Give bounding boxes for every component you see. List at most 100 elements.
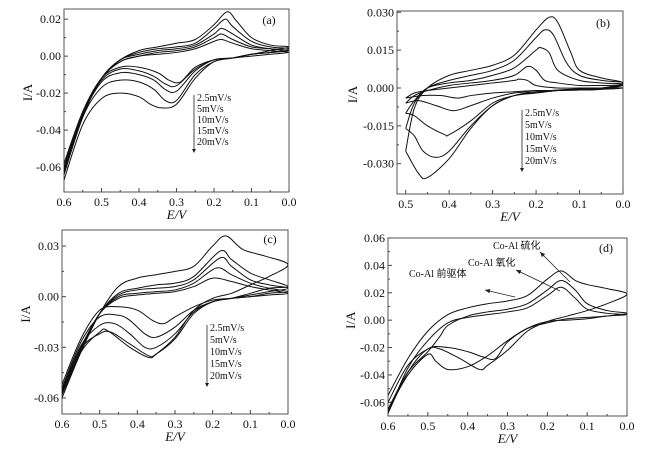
cv-curve-20mV-s [62, 235, 288, 399]
x-tick-label: 0.4 [132, 195, 147, 209]
legend-item: 20mV/s [525, 156, 557, 167]
legend-item: 20mV/s [197, 137, 229, 148]
x-tick-label: 0.3 [168, 417, 183, 431]
cv-curve-Co-Al- [388, 270, 627, 403]
cv-curve-10mV-s [405, 46, 623, 137]
y-tick-label: 0.015 [367, 43, 394, 57]
y-tick-label: 0.06 [364, 231, 385, 245]
y-tick-label: 0.00 [40, 49, 61, 63]
cv-curve-5mV-s [64, 33, 289, 170]
series-annotation: Co-Al 氧化 [468, 256, 516, 269]
x-tick-label: 0.4 [442, 197, 457, 211]
legend-item: 2.5mV/s [210, 323, 244, 334]
legend-item: 10mV/s [197, 115, 229, 126]
x-tick-label: 0.0 [616, 197, 631, 211]
x-tick-label: 0.6 [57, 195, 72, 209]
cv-curve-Co-Al- [388, 279, 627, 411]
annotation-arrow [484, 289, 516, 298]
x-tick-label: 0.1 [243, 417, 258, 431]
y-tick-label: 0.03 [38, 239, 59, 253]
legend-item: 2.5mV/s [197, 93, 231, 104]
y-tick-label: -0.015 [363, 119, 394, 133]
y-tick-label: 0.00 [364, 313, 385, 327]
x-tick-label: 0.3 [485, 197, 500, 211]
legend-item: 10mV/s [525, 132, 557, 143]
series-group [388, 270, 627, 414]
panel-c: 0.6 0.5 0.4 0.3 0.2 0.1 0.0 0.03 0.00 -0.03 -0.06 E… [18, 229, 296, 444]
x-tick-label: 0.2 [540, 419, 555, 433]
legend-item: 20mV/s [210, 371, 242, 382]
plot-frame [396, 10, 624, 195]
cv-curve-10mV-s [62, 256, 288, 394]
arrow-head-icon [205, 383, 209, 387]
x-axis-title: E/V [164, 429, 187, 444]
legend-item: 5mV/s [525, 120, 552, 131]
arrow-head-icon [540, 252, 546, 258]
panel-d: 0.6 0.5 0.4 0.3 0.2 0.1 0.0 0.06 0.04 0.02 0.00 -0.… [343, 231, 635, 446]
legend-item: 15mV/s [210, 359, 242, 370]
x-tick-label: 0.4 [460, 419, 475, 433]
arrow-head-icon [516, 270, 522, 275]
x-tick-label: 0.0 [281, 417, 296, 431]
cv-curve-2.5mV-s [62, 277, 288, 390]
x-tick-label: 0.3 [169, 195, 184, 209]
x-axis-title: E/V [499, 209, 522, 224]
series-group [405, 16, 623, 180]
panel-label: (d) [599, 241, 613, 255]
x-tick-label: 0.1 [572, 197, 587, 211]
y-tick-label: -0.02 [360, 341, 385, 355]
y-tick-label: -0.03 [34, 340, 59, 354]
y-tick-label: 0.030 [367, 5, 394, 19]
y-tick-label: 0.02 [40, 12, 61, 26]
plot-frame [61, 229, 289, 415]
x-tick-label: 0.4 [130, 417, 145, 431]
y-tick-label: -0.06 [36, 160, 61, 174]
cv-curve-2.5mV-s [64, 38, 289, 168]
cv-curve-5mV-s [62, 267, 288, 392]
x-tick-label: 0.2 [205, 417, 220, 431]
x-tick-label: 0.0 [282, 195, 297, 209]
x-axis-title: E/V [166, 207, 189, 222]
x-tick-label: 0.0 [620, 419, 635, 433]
series-annotation: Co-Al 前驱体 [409, 267, 467, 280]
x-tick-label: 0.6 [55, 417, 70, 431]
y-tick-label: -0.04 [360, 368, 385, 382]
annotation-arrow [515, 269, 561, 292]
legend-item: 5mV/s [197, 104, 224, 115]
y-tick-label: -0.02 [36, 86, 61, 100]
x-tick-label: 0.1 [244, 195, 259, 209]
y-tick-label: -0.06 [360, 395, 385, 409]
arrow-head-icon [192, 149, 196, 153]
y-tick-label: 0.000 [367, 81, 394, 95]
panel-label: (b) [596, 16, 610, 30]
series-annotation: Co-Al 硫化 [493, 239, 541, 252]
panel-label: (c) [263, 232, 276, 246]
y-axis-title: I/A [343, 311, 358, 329]
x-axis-title: E/V [497, 431, 520, 446]
cv-curve-15mV-s [405, 29, 623, 158]
panel-b: 0.5 0.4 0.3 0.2 0.1 0.0 0.030 0.015 0.000 -0.015 -… [345, 5, 631, 224]
legend-item: 2.5mV/s [525, 108, 559, 119]
series-group [62, 235, 288, 399]
annotation-arrow [539, 251, 571, 283]
legend-item: 10mV/s [210, 347, 242, 358]
legend-item: 15mV/s [197, 126, 229, 137]
y-axis-title: I/A [18, 305, 33, 323]
y-tick-label: -0.06 [34, 391, 59, 405]
x-tick-label: 0.5 [94, 195, 109, 209]
y-axis-title: I/A [20, 83, 35, 101]
x-tick-label: 0.1 [580, 419, 595, 433]
cv-curve-15mV-s [62, 250, 288, 395]
cv-curve-10mV-s [64, 27, 289, 171]
y-tick-label: -0.04 [36, 123, 61, 137]
x-tick-label: 0.5 [92, 417, 107, 431]
y-tick-label: 0.04 [364, 258, 385, 272]
cv-curve-5mV-s [405, 65, 623, 112]
series-group [64, 11, 289, 181]
y-tick-label: 0.00 [38, 290, 59, 304]
x-tick-label: 0.2 [207, 195, 222, 209]
legend-item: 15mV/s [525, 144, 557, 155]
arrow-head-icon [520, 168, 524, 172]
panel-label: (a) [262, 13, 275, 27]
